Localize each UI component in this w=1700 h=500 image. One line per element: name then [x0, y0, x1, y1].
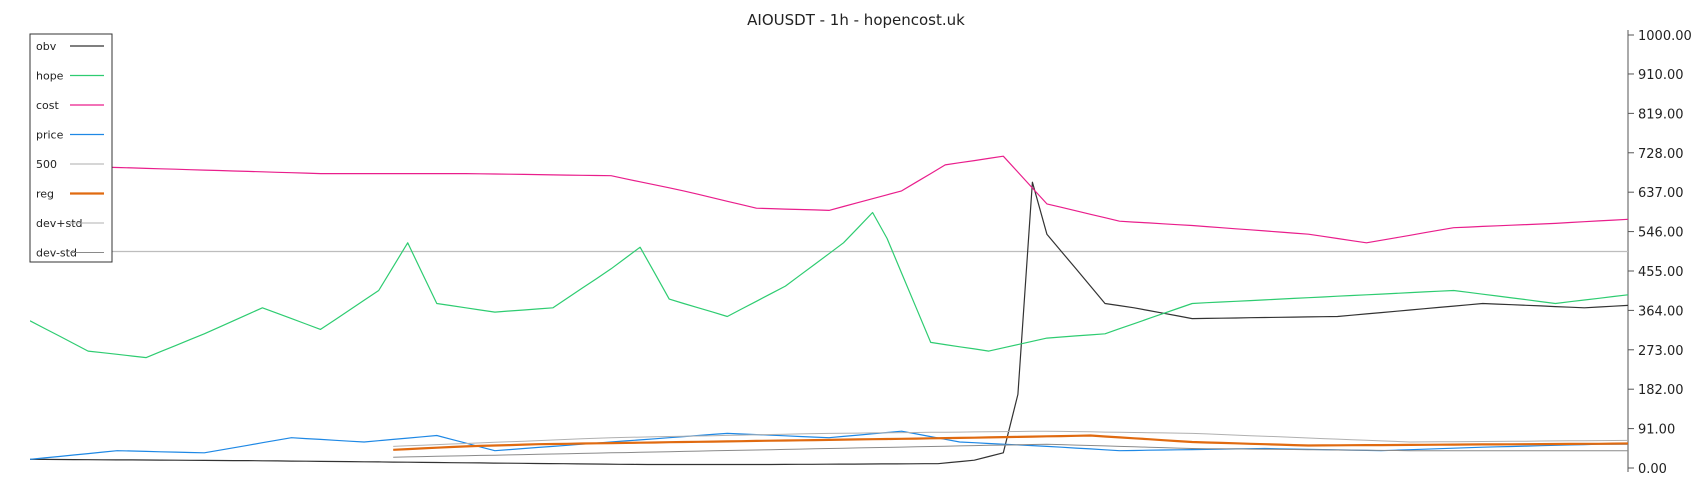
y-tick-label: 910.00	[1638, 68, 1684, 83]
legend-label-hope: hope	[36, 70, 64, 83]
legend-label-reg: reg	[36, 188, 54, 201]
y-tick-label: 546.00	[1638, 226, 1684, 241]
y-tick-label: 819.00	[1638, 107, 1684, 122]
y-tick-label: 182.00	[1638, 383, 1684, 398]
legend-label-price: price	[36, 129, 64, 142]
legend-label-obv: obv	[36, 40, 57, 53]
y-axis: 1000.00 910.00 819.00 728.00 637.00 546.00 455…	[1627, 29, 1692, 477]
series-line-dev-std	[393, 430, 1628, 447]
y-tick-label: 364.00	[1638, 304, 1684, 319]
legend-label-500: 500	[36, 158, 57, 171]
y-tick-label: 637.00	[1638, 186, 1684, 201]
series-line-obv	[30, 181, 1628, 466]
y-tick-label: 91.00	[1638, 423, 1675, 438]
plot-area	[30, 155, 1628, 466]
y-tick-label: 273.00	[1638, 344, 1684, 359]
series-line-reg	[393, 434, 1628, 451]
legend: obv hope cost price 500 reg dev+std dev-std	[29, 33, 113, 263]
y-tick-label: 0.00	[1638, 462, 1667, 477]
legend-box	[29, 33, 113, 263]
y-tick-label: 455.00	[1638, 265, 1684, 280]
legend-label-cost: cost	[36, 99, 60, 112]
series-line-dev-std	[393, 443, 1628, 458]
chart-title: AIOUSDT - 1h - hopencost.uk	[747, 11, 965, 29]
series-line-price	[30, 430, 1628, 460]
series-line-hope	[30, 211, 1628, 359]
legend-label-dev-std: dev+std	[36, 217, 83, 230]
legend-label-dev-std: dev-std	[36, 247, 77, 260]
y-tick-label: 728.00	[1638, 147, 1684, 162]
y-tick-label: 1000.00	[1638, 29, 1692, 44]
series-line-cost	[30, 155, 1628, 244]
